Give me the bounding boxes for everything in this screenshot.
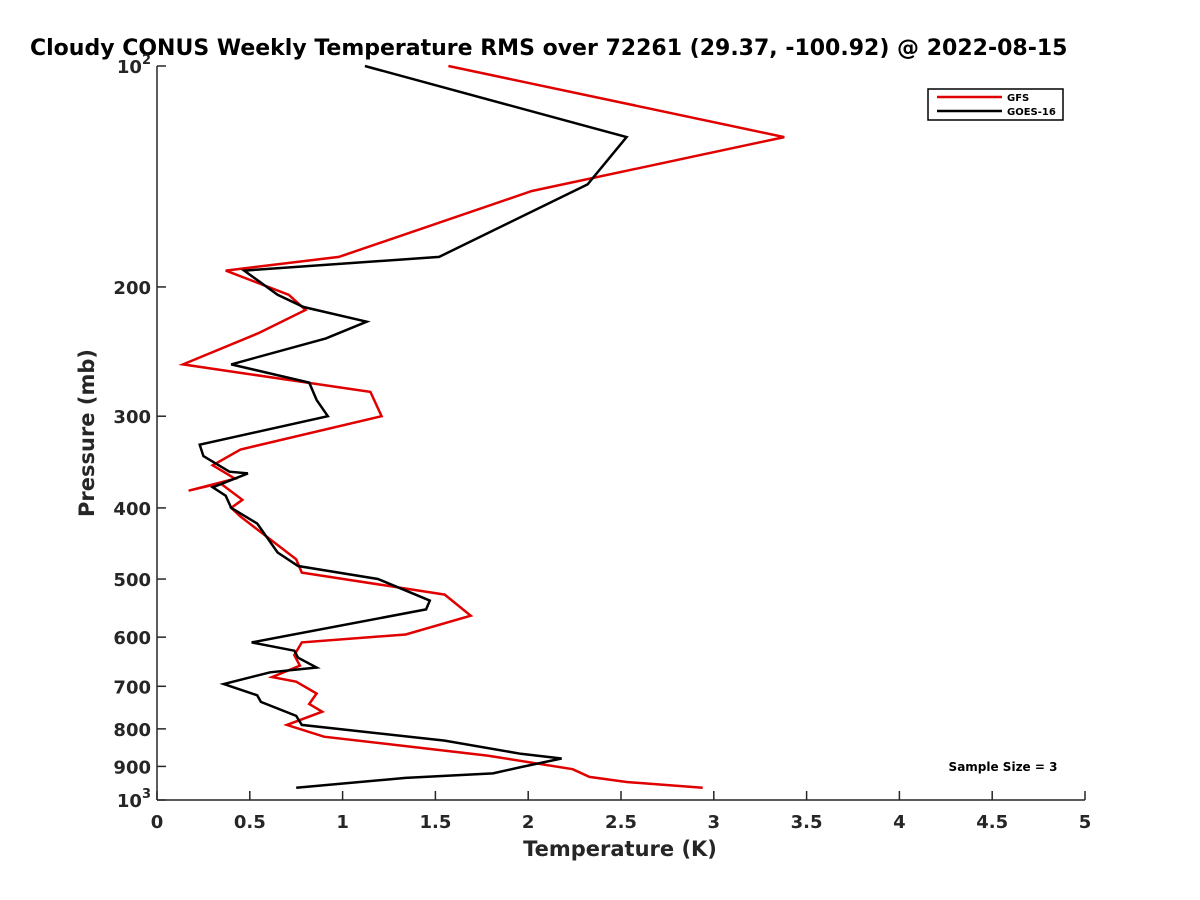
- chart-title: Cloudy CONUS Weekly Temperature RMS over…: [30, 36, 1067, 61]
- series-line-goes16: [198, 64, 629, 789]
- x-tick-label: 1.5: [419, 812, 451, 833]
- plot-area: [156, 64, 1085, 801]
- sample-size-annotation: Sample Size = 3: [949, 760, 1058, 774]
- x-tick-label: 5: [1079, 812, 1092, 833]
- x-tick-label: 1: [336, 812, 349, 833]
- y-tick-label: 500: [113, 570, 151, 591]
- y-axis: 102 200 300 400 500 600 700 800 900 103: [113, 53, 166, 812]
- x-tick-label: 2: [522, 812, 535, 833]
- x-tick-label: 4: [893, 812, 906, 833]
- x-tick-label: 3.5: [791, 812, 823, 833]
- x-axis-label: Temperature (K): [523, 837, 717, 861]
- y-tick-label: 300: [113, 407, 151, 428]
- y-tick-label: 600: [113, 628, 151, 649]
- y-tick-label: 900: [113, 757, 151, 778]
- y-tick-label: 700: [113, 677, 151, 698]
- y-axis-label: Pressure (mb): [75, 349, 99, 517]
- y-tick-label: 200: [113, 278, 151, 299]
- x-tick-label: 0: [151, 812, 164, 833]
- legend-label-goes16: GOES-16: [1007, 107, 1056, 118]
- legend-box: [927, 88, 1064, 121]
- y-tick-label: 102: [117, 53, 151, 78]
- x-tick-label: 3: [708, 812, 721, 833]
- y-tick-label: 103: [117, 787, 151, 812]
- x-tick-label: 0.5: [234, 812, 266, 833]
- legend: GFS GOES-16: [927, 88, 1064, 121]
- x-tick-label: 4.5: [976, 812, 1008, 833]
- y-tick-label: 800: [113, 720, 151, 741]
- x-axis: 0 0.5 1 1.5 2 2.5 3 3.5 4 4.5 5: [151, 791, 1092, 833]
- x-tick-label: 2.5: [605, 812, 637, 833]
- series-line-gfs: [178, 64, 785, 789]
- y-tick-label: 400: [113, 499, 151, 520]
- legend-label-gfs: GFS: [1007, 93, 1029, 104]
